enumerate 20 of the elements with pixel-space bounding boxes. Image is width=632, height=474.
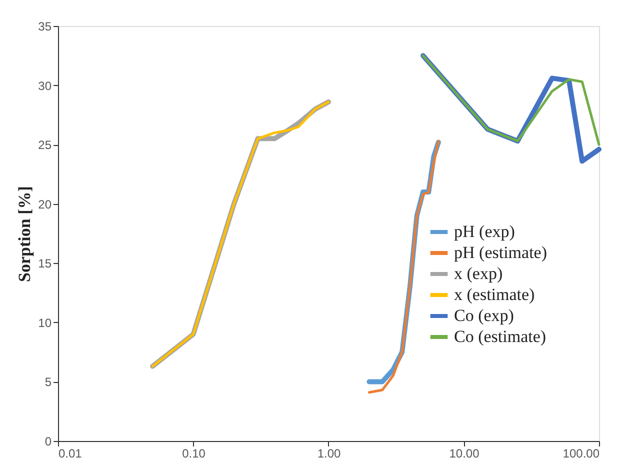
legend-label: pH (estimate): [454, 243, 547, 262]
y-axis-title: Sorption [%]: [15, 186, 34, 282]
y-tick-label: 15: [38, 256, 52, 271]
x-tick-label: 1.00: [317, 446, 341, 460]
y-tick-label: 30: [38, 78, 52, 93]
y-tick-label: 20: [38, 197, 52, 212]
y-tick-label: 5: [44, 375, 52, 390]
x-tick-label: 0.10: [182, 446, 206, 460]
y-tick-label: 10: [38, 316, 52, 330]
y-tick-label: 0: [44, 434, 52, 448]
legend-label: pH (exp): [454, 222, 515, 241]
x-tick-label: 0.01: [58, 446, 82, 460]
legend-label: Co (estimate): [454, 327, 546, 346]
legend-label: x (exp): [454, 264, 503, 283]
x-tick-label: 100.00: [562, 446, 600, 460]
x-tick-label: 10.00: [449, 446, 480, 460]
legend-label: x (estimate): [454, 285, 535, 304]
y-tick-label: 35: [38, 20, 52, 34]
legend-label: Co (exp): [454, 306, 514, 325]
y-tick-label: 25: [38, 138, 52, 152]
